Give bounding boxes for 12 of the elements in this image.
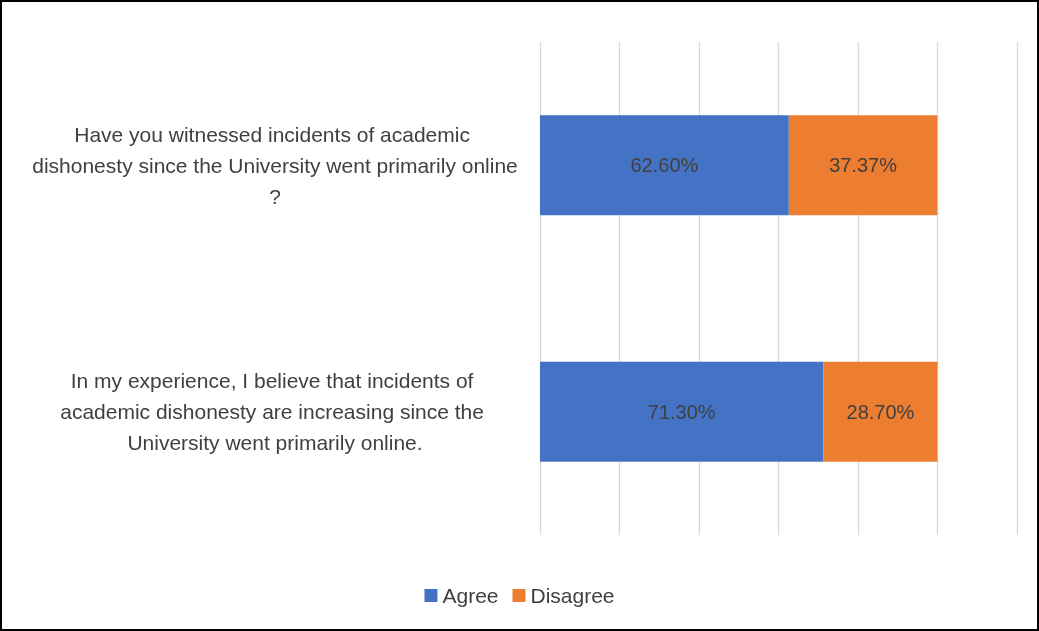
- bar: [540, 115, 789, 216]
- legend-label: Agree: [442, 584, 499, 607]
- bar: [788, 115, 938, 216]
- data-label: 28.70%: [846, 400, 915, 423]
- y-tick-label: Have you witnessed incidents of academic dishonesty since the University went primarily online?: [32, 122, 518, 208]
- bar: [823, 361, 938, 462]
- y-tick-label: In my experience, I believe that incidents of academic dishonesty are increasing since the University went primarily online.: [60, 369, 490, 455]
- data-label: 62.60%: [630, 154, 699, 177]
- bar: [540, 361, 824, 462]
- legend-label: Disagree: [530, 584, 615, 607]
- data-label: 71.30%: [647, 400, 716, 423]
- data-label: 37.37%: [829, 154, 898, 177]
